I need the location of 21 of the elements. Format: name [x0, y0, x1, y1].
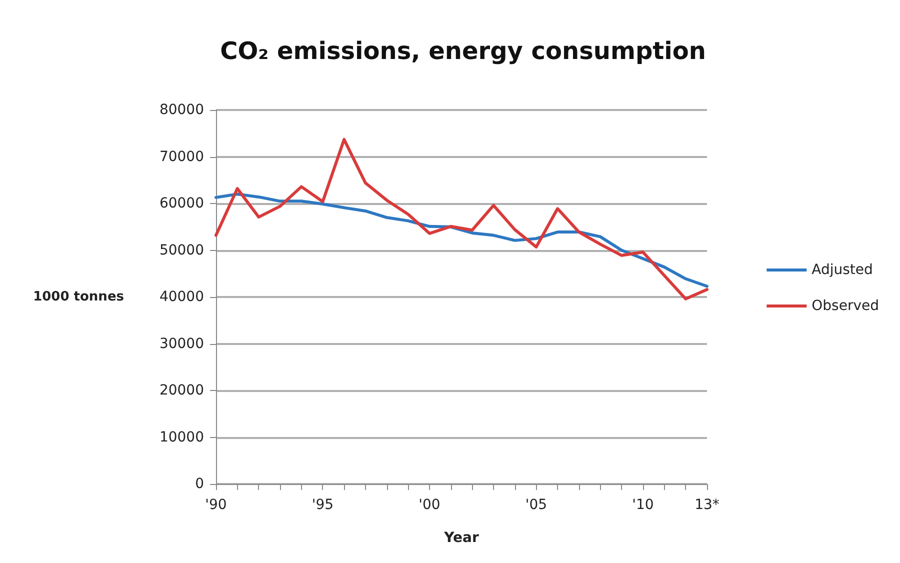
chart-title: CO₂ emissions, energy consumption [220, 37, 706, 65]
y-tick-label: 70000 [159, 148, 204, 165]
y-tick-label: 40000 [159, 289, 204, 305]
legend-label: Adjusted [812, 262, 873, 278]
y-tick-label: 60000 [159, 196, 204, 212]
y-axis-title: 1000 tonnes [33, 290, 124, 304]
y-tick-label: 30000 [159, 336, 204, 352]
x-axis-title: Year [443, 530, 479, 546]
y-tick-label: 0 [195, 476, 204, 492]
x-tick-label: '90 [205, 497, 227, 513]
y-tick-label: 80000 [159, 102, 204, 118]
y-tick-label: 50000 [159, 242, 204, 258]
x-tick-label: '95 [312, 497, 334, 513]
y-tick-label: 20000 [159, 382, 204, 398]
y-tick-label: 10000 [159, 429, 204, 446]
line-series [214, 138, 708, 300]
x-tick-label: 13* [694, 497, 720, 513]
legend-label: Observed [812, 298, 880, 314]
x-tick-label: '05 [525, 497, 548, 513]
x-tick-label: '10 [632, 497, 654, 513]
x-tick-label: '00 [418, 497, 440, 513]
